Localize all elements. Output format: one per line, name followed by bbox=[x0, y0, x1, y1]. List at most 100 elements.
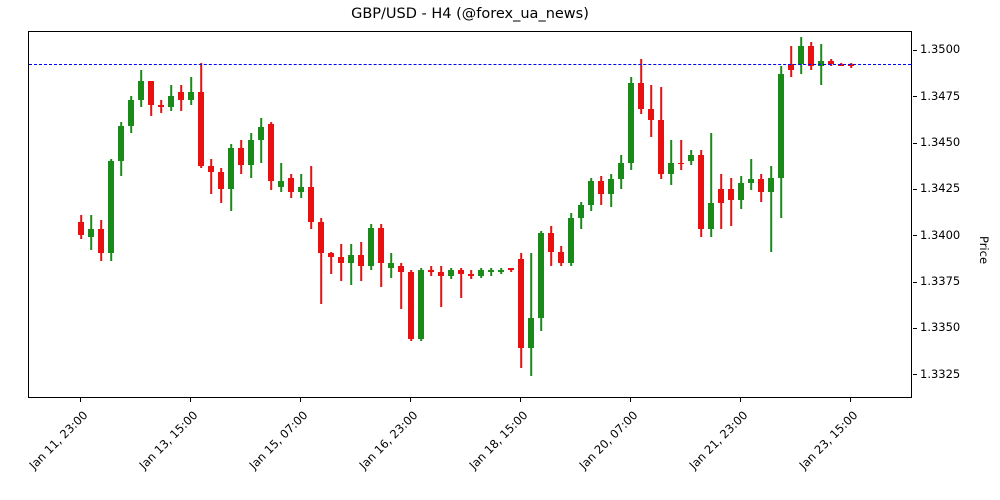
candlestick bbox=[247, 32, 255, 397]
candle-body bbox=[327, 253, 335, 258]
candlestick bbox=[657, 32, 665, 397]
candle-wick bbox=[490, 268, 492, 276]
candlestick bbox=[827, 32, 835, 397]
candle-body bbox=[307, 186, 315, 222]
candlestick bbox=[737, 32, 745, 397]
candlestick bbox=[277, 32, 285, 397]
candlestick bbox=[557, 32, 565, 397]
candle-body bbox=[567, 218, 575, 263]
candle-wick bbox=[750, 158, 752, 191]
candle-body bbox=[637, 82, 645, 109]
candlestick bbox=[257, 32, 265, 397]
candle-body bbox=[517, 259, 525, 349]
candlestick bbox=[387, 32, 395, 397]
candle-wick bbox=[340, 244, 342, 282]
candlestick bbox=[77, 32, 85, 397]
candle-body bbox=[267, 123, 275, 182]
x-tick-label: Jan 20, 07:00 bbox=[575, 408, 640, 472]
candle-body bbox=[407, 272, 415, 339]
x-tick-mark bbox=[849, 398, 851, 402]
candle-body bbox=[137, 81, 145, 100]
candlestick bbox=[137, 32, 145, 397]
y-tick-label: 1.3450 bbox=[920, 135, 961, 150]
candlestick bbox=[677, 32, 685, 397]
candlestick bbox=[187, 32, 195, 397]
candlestick bbox=[407, 32, 415, 397]
candle-body bbox=[147, 81, 155, 106]
candle-body bbox=[807, 45, 815, 67]
candlestick bbox=[747, 32, 755, 397]
candlestick bbox=[477, 32, 485, 397]
candlestick bbox=[337, 32, 345, 397]
y-tick-label: 1.3350 bbox=[920, 320, 961, 335]
y-axis-label: Price bbox=[976, 235, 991, 265]
candlestick bbox=[267, 32, 275, 397]
x-tick-mark bbox=[629, 398, 631, 402]
candle-wick bbox=[350, 244, 352, 285]
candlestick bbox=[107, 32, 115, 397]
candle-body bbox=[477, 270, 485, 276]
candle-body bbox=[677, 162, 685, 165]
candle-body bbox=[747, 179, 755, 184]
candlestick bbox=[487, 32, 495, 397]
candlestick bbox=[327, 32, 335, 397]
candlestick bbox=[507, 32, 515, 397]
y-tick-label: 1.3325 bbox=[920, 366, 961, 381]
x-tick-mark bbox=[739, 398, 741, 402]
y-tick-label: 1.3475 bbox=[920, 88, 961, 103]
candlestick bbox=[567, 32, 575, 397]
candlestick bbox=[577, 32, 585, 397]
candle-body bbox=[547, 233, 555, 252]
candlestick bbox=[227, 32, 235, 397]
candlestick bbox=[87, 32, 95, 397]
candlestick bbox=[817, 32, 825, 397]
candle-body bbox=[377, 227, 385, 263]
candle-body bbox=[107, 160, 115, 254]
candlestick bbox=[287, 32, 295, 397]
x-tick-mark bbox=[189, 398, 191, 402]
candlestick bbox=[847, 32, 855, 397]
candlestick bbox=[587, 32, 595, 397]
candlestick bbox=[117, 32, 125, 397]
candle-wick bbox=[460, 268, 462, 298]
x-tick-mark bbox=[299, 398, 301, 402]
candle-body bbox=[397, 266, 405, 273]
candle-body bbox=[617, 162, 625, 180]
candlestick bbox=[427, 32, 435, 397]
candlestick bbox=[777, 32, 785, 397]
candle-wick bbox=[210, 158, 212, 195]
candlestick bbox=[237, 32, 245, 397]
candle-body bbox=[247, 140, 255, 165]
y-tick-mark bbox=[913, 374, 917, 376]
candle-body bbox=[157, 105, 165, 108]
candlestick bbox=[367, 32, 375, 397]
candlestick bbox=[707, 32, 715, 397]
candlestick bbox=[217, 32, 225, 397]
plot-area[interactable] bbox=[28, 31, 912, 398]
candlestick bbox=[97, 32, 105, 397]
candle-body bbox=[827, 60, 835, 65]
candle-body bbox=[487, 270, 495, 273]
candlestick bbox=[357, 32, 365, 397]
candlestick bbox=[807, 32, 815, 397]
y-tick-mark bbox=[913, 281, 917, 283]
candle-body bbox=[207, 166, 215, 172]
chart-title: GBP/USD - H4 (@forex_ua_news) bbox=[351, 6, 589, 22]
y-tick-mark bbox=[913, 235, 917, 237]
y-tick-label: 1.3500 bbox=[920, 42, 961, 57]
candlestick bbox=[127, 32, 135, 397]
candlestick bbox=[347, 32, 355, 397]
x-tick-mark bbox=[409, 398, 411, 402]
candlestick bbox=[437, 32, 445, 397]
candle-body bbox=[457, 270, 465, 274]
candle-wick bbox=[530, 253, 532, 376]
candlestick bbox=[497, 32, 505, 397]
candle-body bbox=[787, 64, 795, 70]
candlestick bbox=[607, 32, 615, 397]
candlestick bbox=[787, 32, 795, 397]
candlestick bbox=[837, 32, 845, 397]
candle-body bbox=[117, 125, 125, 161]
candlestick bbox=[447, 32, 455, 397]
candle-body bbox=[657, 120, 665, 174]
candlestick bbox=[147, 32, 155, 397]
